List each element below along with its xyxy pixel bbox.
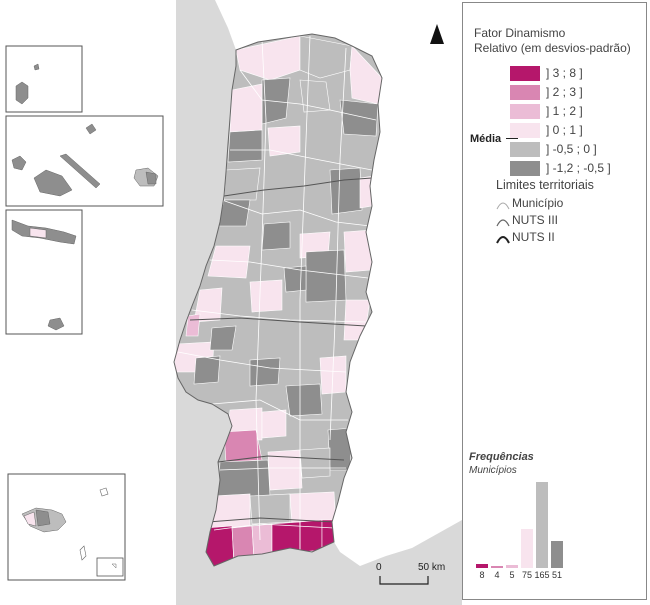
- frequency-bar: [476, 563, 488, 568]
- island-graciosa: [85, 123, 97, 135]
- frequency-value-label: 51: [551, 570, 562, 580]
- municipality: [267, 125, 301, 157]
- inset-flores-corvo: [5, 45, 83, 113]
- portugal-outline: [173, 33, 383, 567]
- frequency-bar: [536, 482, 548, 568]
- island-sao-miguel-pale: [29, 227, 47, 239]
- north-arrow-icon: [430, 24, 444, 44]
- legend-class-label: ] -1,2 ; -0,5 ]: [546, 161, 611, 175]
- legend-class-swatch: [510, 104, 540, 119]
- legend-class-swatch: [510, 85, 540, 100]
- municipality: [329, 167, 363, 215]
- frequencies-subtitle: Municípios: [469, 465, 517, 476]
- municipality: [209, 325, 237, 351]
- legend-class-label: ] 3 ; 8 ]: [546, 66, 583, 80]
- legend-title-line2: Relativo (em desvios-padrão): [474, 41, 631, 55]
- legend-class-swatch: [510, 123, 540, 138]
- municipality: [261, 221, 291, 251]
- nuts2-line-icon: [496, 236, 510, 244]
- municipality: [299, 35, 353, 79]
- municipality: [283, 265, 307, 293]
- island-desertas: [79, 545, 87, 561]
- municipality-lines: [177, 35, 377, 550]
- legend-class-label: ] -0,5 ; 0 ]: [546, 142, 597, 156]
- frequencies-title: Frequências: [469, 451, 534, 463]
- scale-bar: [379, 576, 429, 585]
- municipality: [249, 357, 281, 387]
- island-selvagens: [111, 563, 117, 569]
- municipality: [235, 35, 301, 81]
- municipality: [207, 245, 251, 279]
- spain-land: [215, 0, 462, 566]
- frequency-bar: [551, 541, 563, 568]
- island-madeira-dark: [35, 509, 51, 527]
- legend-class-label: ] 2 ; 3 ]: [546, 85, 583, 99]
- municipality: [193, 287, 223, 323]
- inset-azores-central: [5, 115, 164, 207]
- municipality: [193, 355, 221, 385]
- legend-panel: [462, 2, 647, 600]
- municipality: [249, 279, 283, 313]
- island-santa-maria: [47, 317, 65, 331]
- legend-class-swatch: [510, 161, 540, 176]
- legend-class-label: ] 0 ; 1 ]: [546, 123, 583, 137]
- municipality: [229, 83, 263, 133]
- municipality: [227, 129, 263, 163]
- municipality: [349, 45, 382, 105]
- scale-end-label: 50 km: [418, 562, 446, 573]
- frequency-value-label: 8: [479, 570, 485, 580]
- nuts3-line-icon: [496, 219, 510, 227]
- municipality: [267, 449, 303, 491]
- frequency-value-label: 75: [521, 570, 532, 580]
- municipality: [339, 99, 379, 137]
- island-terceira-east: [145, 171, 157, 185]
- island-faial: [11, 155, 27, 171]
- municipality: [285, 383, 323, 417]
- media-label: Média: [470, 133, 502, 145]
- municipality: [249, 493, 291, 525]
- frequency-value-label: 5: [509, 570, 515, 580]
- legend-title-line1: Fator Dinamismo: [474, 26, 566, 40]
- frequency-value-label: 4: [494, 570, 500, 580]
- scale-start-label: 0: [376, 562, 382, 573]
- frequency-value-label: 165: [534, 570, 550, 580]
- nuts-lines: [189, 177, 373, 523]
- island-corvo: [33, 63, 40, 71]
- municipality: [217, 459, 271, 497]
- frequency-bar: [506, 565, 518, 568]
- legend-title: Fator Dinamismo Relativo (em desvios-pad…: [474, 26, 631, 56]
- media-pointer: [506, 138, 518, 139]
- island-madeira-pale: [23, 511, 37, 527]
- island-porto-santo: [99, 487, 109, 497]
- inset-selvagens: [96, 557, 124, 577]
- island-flores: [15, 81, 29, 105]
- municipality-patches: [174, 35, 382, 566]
- municipality: [305, 249, 347, 303]
- island-sao-jorge: [59, 153, 101, 189]
- legend-class-swatch: [510, 142, 540, 157]
- frequency-bar: [491, 565, 503, 568]
- legend-class-swatch: [510, 66, 540, 81]
- frequency-bar: [521, 528, 533, 568]
- legend-class-label: ] 1 ; 2 ]: [546, 104, 583, 118]
- municipality: [299, 519, 323, 553]
- municipality: [299, 447, 331, 479]
- municipio-line-icon: [496, 202, 510, 210]
- limits-title: Limites territoriais: [496, 178, 594, 192]
- island-pico: [33, 169, 73, 197]
- municipality: [261, 409, 287, 439]
